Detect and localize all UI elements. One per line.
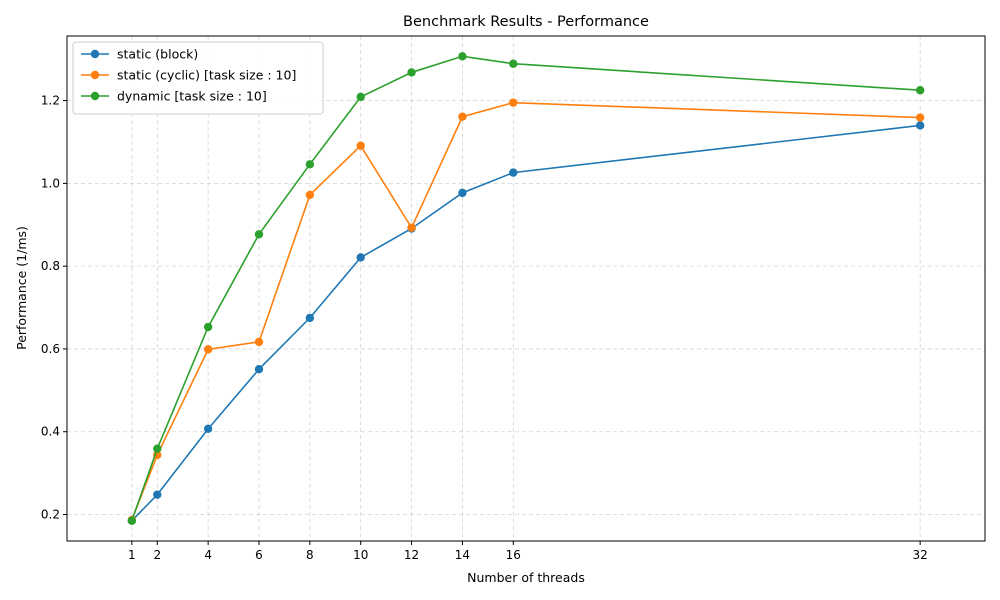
x-tick-label: 2 [153,548,161,562]
y-tick-label: 0.4 [41,425,60,439]
chart-title: Benchmark Results - Performance [403,14,649,30]
legend-marker [90,70,100,80]
data-point [509,168,518,177]
x-axis-label: Number of threads [467,570,585,585]
legend-item: static (block) [81,47,198,62]
data-point [203,322,213,332]
axis-ticks: 1 2 4 6 8 10 12 14 16 320.20.40.60.81.01.2 [41,94,928,562]
data-point [407,68,416,77]
x-tick-label: 10 [353,548,368,562]
data-point [153,490,162,499]
data-point [127,516,137,525]
data-point [254,365,264,374]
data-point [203,345,213,354]
data-point [254,230,264,239]
plot-frame [66,35,986,542]
legend-label: static (cyclic) [task size : 10] [117,68,296,83]
series-dynamic-task-size-10 [127,52,925,525]
x-tick-label: 14 [455,548,470,562]
y-axis-label: Performance (1/ms) [14,226,29,350]
data-point [458,188,467,198]
series-line [131,124,921,522]
x-tick-label: 16 [506,548,521,562]
data-point [915,121,925,130]
data-point [356,253,365,262]
legend-label: static (block) [117,47,198,62]
x-tick-label: 12 [404,548,419,562]
series-line [131,101,921,521]
data-point [509,98,518,107]
data-point [254,337,264,347]
legend-item: dynamic [task size : 10] [81,89,267,104]
data-point [305,160,315,169]
series [127,52,925,525]
data-point [203,424,213,434]
data-point [153,444,162,453]
x-tick-label: 4 [204,548,212,562]
data-point [356,141,365,150]
data-point [407,223,416,232]
legend-item: static (cyclic) [task size : 10] [81,68,296,83]
y-tick-label: 0.6 [41,342,60,356]
data-point [915,113,925,122]
data-point [356,92,365,102]
data-point [915,86,925,95]
legend-marker [90,91,100,101]
x-tick-label: 6 [255,548,263,562]
data-point [509,59,518,68]
data-point [458,112,467,121]
y-tick-label: 0.2 [41,508,60,522]
y-tick-label: 0.8 [41,259,60,273]
x-tick-label: 32 [913,548,928,562]
legend-marker [90,49,100,59]
legend: static (block) static (cyclic) [task size… [72,41,324,115]
data-point [458,52,467,61]
legend-box [72,41,324,115]
x-tick-label: 8 [306,548,314,562]
legend-label: dynamic [task size : 10] [117,89,267,104]
y-tick-label: 1.0 [41,176,60,190]
data-point [305,190,315,200]
data-point [305,313,315,323]
y-tick-label: 1.2 [41,94,60,108]
series-line [131,55,921,521]
x-tick-label: 1 [128,548,136,562]
